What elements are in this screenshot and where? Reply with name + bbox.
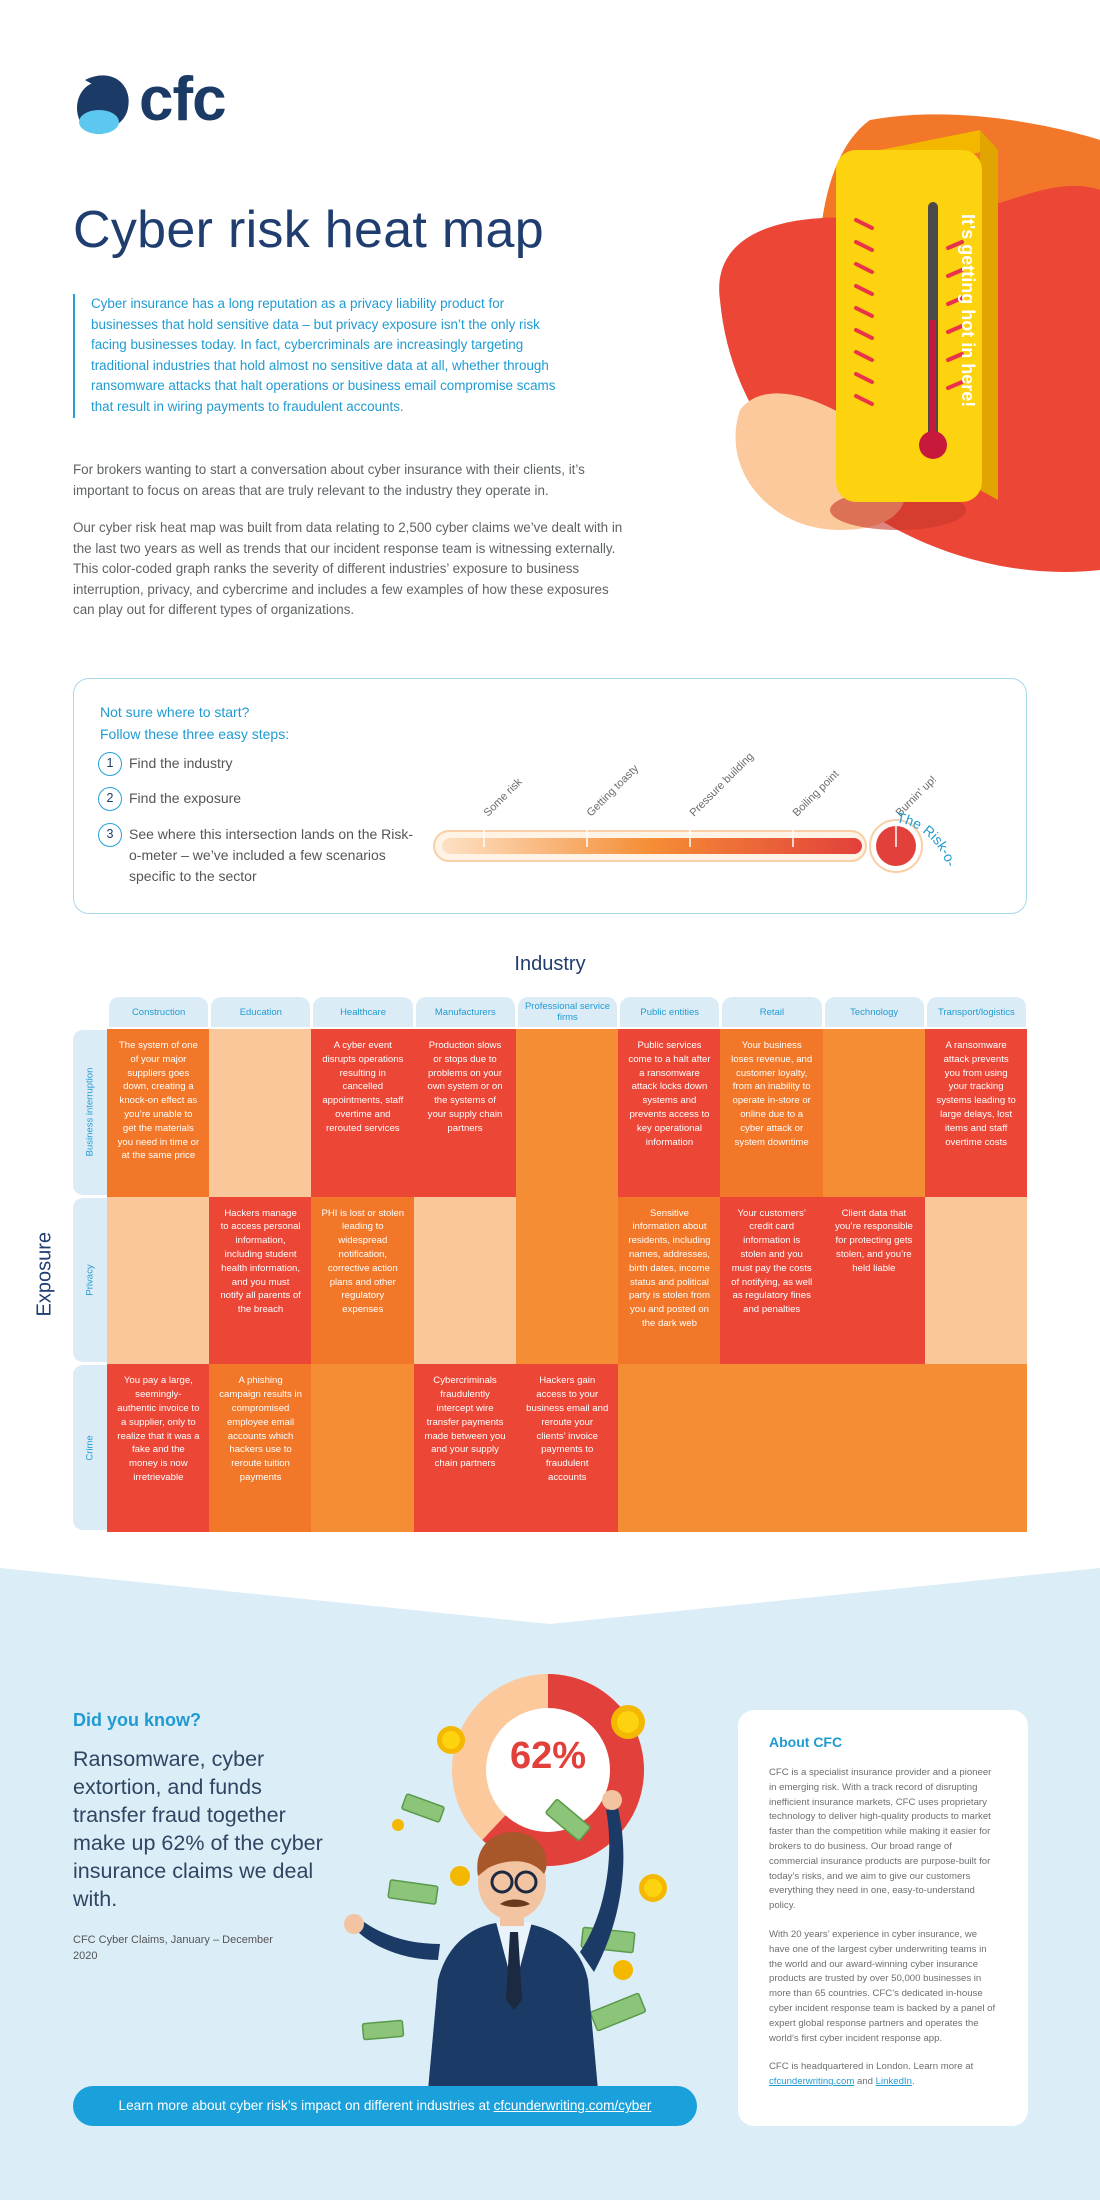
page-title: Cyber risk heat map bbox=[73, 201, 544, 259]
heatmap-cell bbox=[107, 1196, 210, 1365]
cfc-logo-icon bbox=[77, 75, 129, 134]
steps-heading-line-1: Not sure where to start? bbox=[100, 704, 250, 720]
heatmap-cell: Your customers’ credit card information … bbox=[720, 1196, 824, 1365]
website-link[interactable]: cfcunderwriting.com bbox=[769, 2076, 855, 2088]
steps-heading-line-2: Follow these three easy steps: bbox=[100, 726, 290, 742]
meter-level-3: Pressure building bbox=[688, 751, 757, 820]
did-you-know-label: Did you know? bbox=[73, 1710, 201, 1730]
steps-heading: Not sure where to start? Follow these th… bbox=[100, 701, 289, 745]
about-p3-and: and bbox=[854, 2076, 876, 2088]
cta-text: Learn more about cyber risk’s impact on … bbox=[118, 2098, 494, 2113]
meter-level-1: Some risk bbox=[482, 776, 525, 819]
about-paragraph-2: With 20 years’ experience in cyber insur… bbox=[769, 1928, 996, 2044]
heatmap-cell: You pay a large, seemingly-authentic inv… bbox=[107, 1364, 210, 1533]
industry-header: Professional service firms bbox=[517, 997, 618, 1027]
percent-label: 62% bbox=[509, 1735, 587, 1777]
heatmap-cell: Hackers gain access to your business ema… bbox=[515, 1364, 619, 1533]
about-card: About CFC CFC is a specialist insurance … bbox=[738, 1710, 1028, 2126]
meter-ticks bbox=[483, 822, 897, 847]
heatmap-cell bbox=[209, 1029, 312, 1198]
cta-banner[interactable]: Learn more about cyber risk’s impact on … bbox=[73, 2086, 697, 2126]
heatmap-cell: Hackers manage to access personal inform… bbox=[209, 1196, 312, 1365]
heatmap-cell bbox=[311, 1364, 415, 1533]
thermometer-illustration: It's getting hot in here! bbox=[719, 114, 1100, 572]
heatmap-cell bbox=[720, 1364, 824, 1533]
industry-header: Manufacturers bbox=[415, 997, 515, 1027]
exposure-header: Privacy bbox=[73, 1197, 107, 1363]
thermometer-caption: It's getting hot in here! bbox=[958, 214, 978, 407]
intro-paragraph-2: Our cyber risk heat map was built from d… bbox=[73, 520, 623, 618]
industry-header: Technology bbox=[824, 997, 924, 1027]
heatmap-cell bbox=[413, 1196, 517, 1365]
businessman-illustration bbox=[344, 1674, 667, 2090]
industry-header: Healthcare bbox=[313, 997, 413, 1027]
logo-wordmark: cfc bbox=[139, 65, 227, 134]
step-text-3: See where this intersection lands on the… bbox=[129, 826, 414, 884]
heatmap-cell: Your business loses revenue, and custome… bbox=[720, 1029, 824, 1198]
exposure-axis-title: Exposure bbox=[33, 1232, 56, 1317]
about-paragraph-1: CFC is a specialist insurance provider a… bbox=[769, 1767, 992, 1912]
industry-header: Retail bbox=[722, 997, 822, 1027]
step-number-2: 2 bbox=[98, 787, 122, 811]
exposure-header-label: Crime bbox=[84, 1434, 96, 1461]
heatmap-cell bbox=[822, 1029, 926, 1198]
heatmap-cell: Public services come to a halt after a r… bbox=[618, 1029, 721, 1198]
heatmap-cell: A cyber event disrupts operations result… bbox=[311, 1029, 415, 1198]
did-you-know-source: CFC Cyber Claims, January – December 202… bbox=[73, 1934, 273, 1962]
heatmap-cell bbox=[822, 1364, 926, 1533]
heatmap-cell: A ransomware attack prevents you from us… bbox=[924, 1029, 1028, 1198]
heatmap-cell bbox=[515, 1029, 619, 1198]
exposure-header: Crime bbox=[73, 1365, 107, 1530]
exposure-header-label: Privacy bbox=[84, 1264, 96, 1296]
industry-axis-title: Industry bbox=[514, 953, 586, 975]
lead-paragraph: Cyber insurance has a long reputation as… bbox=[73, 294, 563, 418]
industry-header: Education bbox=[211, 997, 311, 1027]
step-text-1: Find the industry bbox=[129, 755, 233, 771]
linkedin-link[interactable]: LinkedIn bbox=[875, 2076, 912, 2088]
heatmap-cell: Production slows or stops due to problem… bbox=[413, 1029, 517, 1198]
meter-level-4: Boiling point bbox=[791, 768, 842, 819]
step-3: 3 See where this intersection lands on t… bbox=[98, 823, 418, 887]
step-text-2: Find the exposure bbox=[129, 790, 242, 806]
exposure-header: Business interruption bbox=[73, 1030, 107, 1195]
heatmap-cell bbox=[515, 1196, 619, 1365]
businessman-figure bbox=[344, 1790, 624, 2090]
intro-paragraph-1: For brokers wanting to start a conversat… bbox=[73, 462, 585, 498]
industry-header: Transport/logistics bbox=[926, 997, 1026, 1027]
meter-level-2: Getting toasty bbox=[585, 762, 642, 819]
risk-o-meter: Some risk Getting toasty Pressure buildi… bbox=[426, 707, 960, 873]
heatmap-grid: The system of one of your major supplier… bbox=[107, 1029, 1028, 1533]
thermometer-ticks-left bbox=[854, 218, 874, 406]
heatmap-cell: The system of one of your major supplier… bbox=[107, 1029, 210, 1198]
about-p3-prefix: CFC is headquartered in London. Learn mo… bbox=[769, 2061, 974, 2073]
heatmap-cell: Cybercriminals fraudulently intercept wi… bbox=[413, 1364, 517, 1533]
about-title: About CFC bbox=[769, 1734, 843, 1750]
industry-headers: Construction Education Healthcare Manufactu… bbox=[108, 997, 1026, 1027]
heatmap-cell: Client data that you’re responsible for … bbox=[822, 1196, 926, 1365]
exposure-headers: Business interruption Privacy Crime bbox=[73, 1029, 107, 1532]
did-you-know-statement: Ransomware, cyber extortion, and funds t… bbox=[73, 1747, 323, 1911]
cta-link[interactable]: cfcunderwriting.com/cyber bbox=[493, 2098, 652, 2113]
heatmap-cell: PHI is lost or stolen leading to widespr… bbox=[311, 1196, 415, 1365]
heatmap-cell bbox=[618, 1364, 721, 1533]
about-paragraph-3: CFC is headquartered in London. Learn mo… bbox=[769, 2060, 996, 2090]
industry-header: Construction bbox=[109, 997, 209, 1027]
steps-panel: Not sure where to start? Follow these th… bbox=[73, 678, 1027, 914]
cfc-logo: cfc bbox=[73, 65, 243, 138]
step-number-1: 1 bbox=[98, 752, 122, 776]
industry-header: Public entities bbox=[620, 997, 720, 1027]
step-2: 2 Find the exposure bbox=[98, 787, 242, 811]
heatmap-cell bbox=[924, 1364, 1028, 1533]
step-number-3: 3 bbox=[98, 823, 122, 847]
heatmap-cell: A phishing campaign results in compromis… bbox=[209, 1364, 312, 1533]
step-1: 1 Find the industry bbox=[98, 752, 233, 776]
thermometer-ticks-right bbox=[946, 240, 964, 390]
heatmap-cell: Sensitive information about residents, i… bbox=[618, 1196, 721, 1365]
exposure-header-label: Business interruption bbox=[84, 1067, 96, 1157]
heatmap-cell bbox=[924, 1196, 1028, 1365]
about-p3-suffix: . bbox=[911, 2076, 915, 2088]
